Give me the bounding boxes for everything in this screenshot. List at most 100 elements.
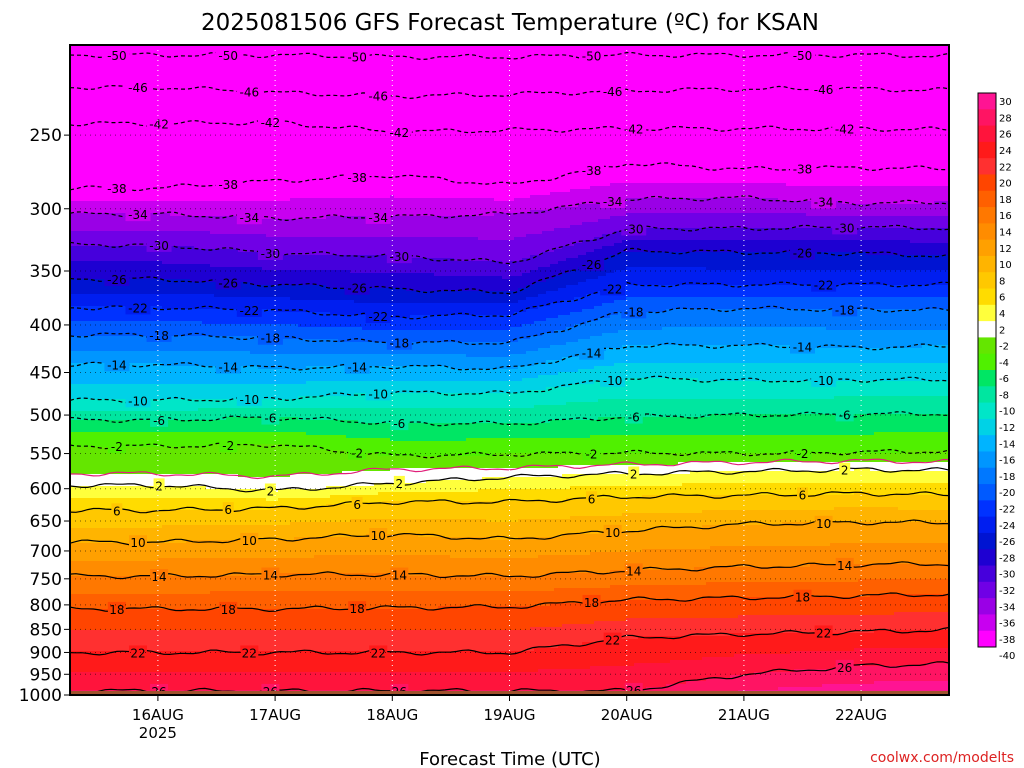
temperature-cell xyxy=(70,273,75,277)
temperature-cell xyxy=(78,273,83,277)
temperature-cell xyxy=(78,318,83,322)
temperature-cell xyxy=(74,177,79,181)
temperature-cell xyxy=(78,654,83,658)
temperature-cell xyxy=(82,189,87,193)
temperature-cell xyxy=(74,156,79,160)
temperature-cell xyxy=(90,612,95,616)
temperature-cell xyxy=(98,54,103,58)
temperature-cell xyxy=(78,426,83,430)
temperature-cell xyxy=(74,372,79,376)
temperature-cell xyxy=(98,48,103,52)
temperature-cell xyxy=(82,633,87,637)
temperature-cell xyxy=(90,54,95,58)
temperature-cell xyxy=(78,336,83,340)
temperature-cell xyxy=(78,294,83,298)
temperature-cell xyxy=(90,399,95,403)
temperature-cell xyxy=(78,195,83,199)
temperature-cell xyxy=(70,609,75,613)
temperature-cell xyxy=(86,672,91,676)
temperature-cell xyxy=(98,531,103,535)
temperature-cell xyxy=(70,654,75,658)
temperature-cell xyxy=(94,522,99,526)
temperature-cell xyxy=(86,528,91,532)
temperature-cell xyxy=(78,366,83,370)
temperature-cell xyxy=(86,189,91,193)
temperature-cell xyxy=(98,498,103,502)
temperature-cell xyxy=(74,645,79,649)
temperature-cell xyxy=(82,207,87,211)
temperature-cell xyxy=(82,162,87,166)
temperature-cell xyxy=(70,603,75,607)
temperature-cell xyxy=(82,120,87,124)
temperature-cell xyxy=(78,498,83,502)
temperature-cell xyxy=(82,222,87,226)
temperature-cell xyxy=(90,180,95,184)
temperature-cell xyxy=(98,174,103,178)
temperature-cell xyxy=(94,420,99,424)
temperature-cell xyxy=(94,318,99,322)
temperature-cell xyxy=(70,633,75,637)
temperature-cell xyxy=(74,663,79,667)
temperature-cell xyxy=(78,321,83,325)
temperature-cell xyxy=(86,192,91,196)
temperature-cell xyxy=(86,72,91,76)
temperature-cell xyxy=(86,162,91,166)
temperature-cell xyxy=(82,405,87,409)
temperature-cell xyxy=(74,582,79,586)
temperature-cell xyxy=(82,294,87,298)
temperature-cell xyxy=(70,597,75,601)
temperature-cell xyxy=(70,450,75,454)
temperature-cell xyxy=(74,420,79,424)
temperature-cell xyxy=(70,411,75,415)
temperature-cell xyxy=(74,234,79,238)
temperature-cell xyxy=(98,591,103,595)
temperature-cell xyxy=(70,432,75,436)
temperature-cell xyxy=(86,144,91,148)
temperature-cell xyxy=(74,102,79,106)
temperature-cell xyxy=(102,249,107,253)
temperature-cell xyxy=(86,540,91,544)
temperature-cell xyxy=(70,630,75,634)
temperature-cell xyxy=(102,159,107,163)
temperature-cell xyxy=(74,204,79,208)
temperature-cell xyxy=(86,462,91,466)
temperature-cell xyxy=(86,363,91,367)
temperature-cell xyxy=(86,552,91,556)
temperature-cell xyxy=(86,501,91,505)
temperature-cell xyxy=(102,207,107,211)
temperature-cell xyxy=(102,270,107,274)
temperature-cell xyxy=(82,558,87,562)
temperature-cell xyxy=(90,411,95,415)
temperature-cell xyxy=(74,399,79,403)
temperature-cell xyxy=(70,666,75,670)
temperature-cell xyxy=(90,303,95,307)
temperature-cell xyxy=(98,600,103,604)
temperature-cell xyxy=(82,495,87,499)
temperature-cell xyxy=(78,60,83,64)
temperature-cell xyxy=(98,669,103,673)
temperature-cell xyxy=(74,387,79,391)
temperature-cell xyxy=(90,198,95,202)
temperature-cell xyxy=(78,192,83,196)
temperature-cell xyxy=(102,51,107,55)
temperature-cell xyxy=(74,303,79,307)
temperature-cell xyxy=(86,111,91,115)
temperature-cell xyxy=(86,615,91,619)
temperature-cell xyxy=(78,579,83,583)
temperature-cell xyxy=(102,54,107,58)
temperature-cell xyxy=(78,393,83,397)
temperature-cell xyxy=(102,90,107,94)
temperature-cell xyxy=(102,174,107,178)
temperature-cell xyxy=(70,474,75,478)
temperature-cell xyxy=(90,45,95,49)
temperature-cell xyxy=(98,324,103,328)
temperature-cell xyxy=(74,393,79,397)
temperature-cell xyxy=(82,411,87,415)
temperature-cell xyxy=(78,474,83,478)
temperature-cell xyxy=(90,225,95,229)
temperature-cell xyxy=(90,666,95,670)
temperature-cell xyxy=(70,114,75,118)
temperature-cell xyxy=(98,150,103,154)
temperature-cell xyxy=(94,579,99,583)
temperature-cell xyxy=(70,213,75,217)
